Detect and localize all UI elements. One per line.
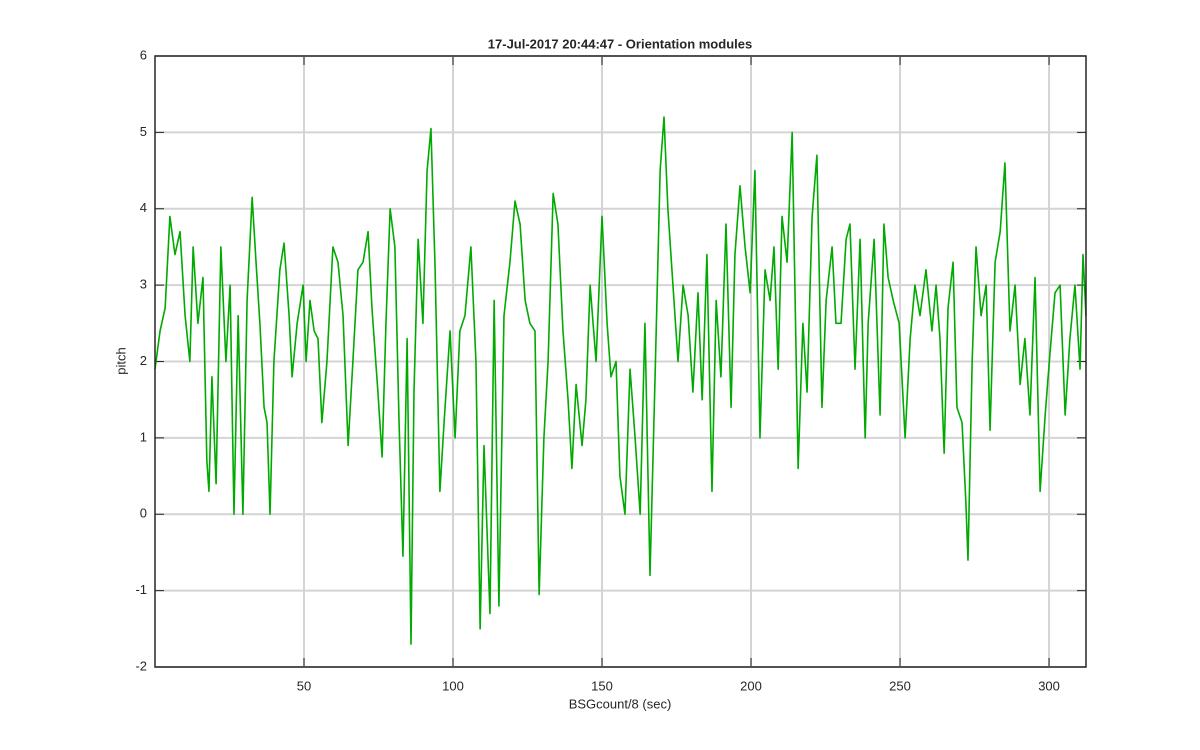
y-tick-label: 2: [140, 353, 147, 368]
x-tick-label: 300: [1038, 678, 1060, 693]
y-tick-label: -1: [135, 582, 147, 597]
x-tick-label: 150: [591, 678, 613, 693]
y-tick-label: 1: [140, 429, 147, 444]
y-axis-label: pitch: [113, 347, 128, 374]
y-tick-label: 0: [140, 506, 147, 521]
x-axis-label: BSGcount/8 (sec): [569, 696, 672, 711]
x-tick-label: 50: [297, 678, 311, 693]
y-tick-label: 4: [140, 200, 147, 215]
y-tick-label: -2: [135, 658, 147, 673]
x-tick-label: 250: [889, 678, 911, 693]
chart-title: 17-Jul-2017 20:44:47 - Orientation modul…: [488, 36, 752, 51]
y-tick-label: 5: [140, 124, 147, 139]
data-line: [154, 116, 1087, 645]
y-tick-label: 3: [140, 277, 147, 292]
y-tick-label: 6: [140, 47, 147, 62]
x-tick-label: 200: [740, 678, 762, 693]
x-tick-label: 100: [442, 678, 464, 693]
axes-box: [154, 55, 1087, 668]
